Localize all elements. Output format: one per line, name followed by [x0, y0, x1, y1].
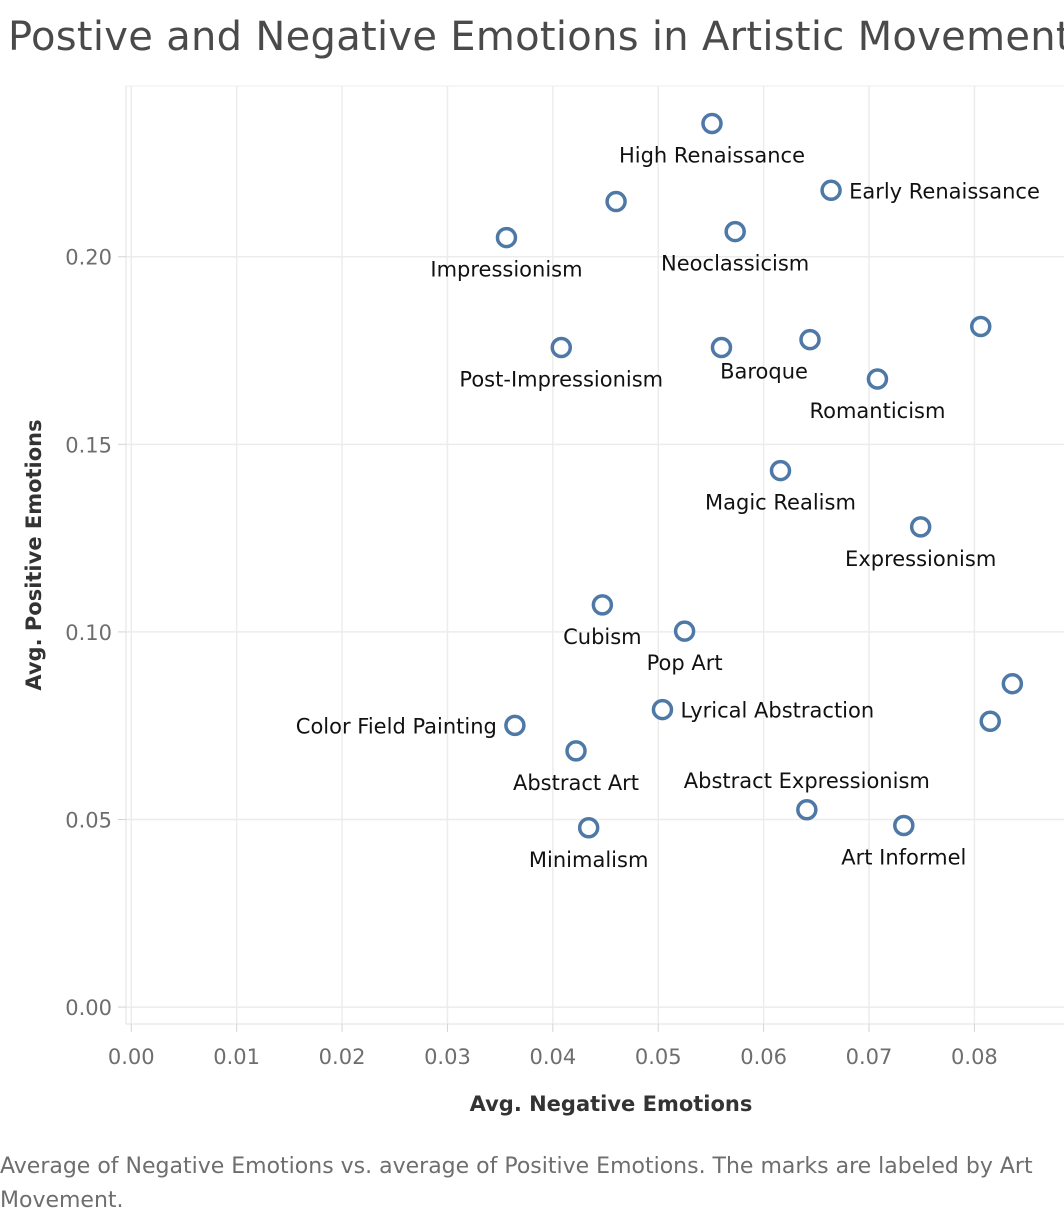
- data-point: [969, 315, 992, 338]
- axes: 0.00 0.01 0.02 0.03 0.04 0.05 0.06 0.07 0.08 0.00…: [65, 85, 1064, 1069]
- data-point: [866, 368, 889, 390]
- chart-title: Postive and Negative Emotions in Artisti…: [8, 14, 1064, 60]
- point-labels: High Renaissance Early Renaissance Neoclas…: [296, 144, 1040, 872]
- data-point: [550, 336, 573, 359]
- point-label: Early Renaissance: [849, 179, 1040, 203]
- y-axis-title: Avg. Positive Emotions: [22, 419, 46, 690]
- y-tick-label: 0.05: [65, 809, 112, 833]
- data-point: [651, 698, 674, 721]
- point-label: Baroque: [720, 360, 808, 384]
- data-point: [820, 179, 842, 202]
- x-tick-label: 0.08: [951, 1045, 998, 1069]
- point-label: Minimalism: [529, 848, 649, 872]
- data-point: [495, 226, 518, 249]
- data-points: [495, 112, 1024, 839]
- chart-caption: Average of Negative Emotions vs. average…: [0, 1154, 1033, 1213]
- data-point: [1001, 672, 1024, 695]
- point-label: Abstract Art: [513, 771, 639, 795]
- data-point: [701, 112, 723, 135]
- point-label: Abstract Expressionism: [684, 769, 930, 793]
- x-tick-label: 0.06: [740, 1045, 787, 1069]
- point-label: Color Field Painting: [296, 714, 497, 738]
- data-point: [769, 459, 792, 482]
- data-point: [799, 328, 821, 351]
- data-point: [724, 220, 746, 243]
- data-point: [673, 620, 696, 642]
- x-tick-label: 0.01: [213, 1045, 260, 1069]
- data-point: [504, 714, 526, 737]
- x-tick-label: 0.00: [108, 1045, 155, 1069]
- x-tick-label: 0.07: [846, 1045, 893, 1069]
- x-axis-title: Avg. Negative Emotions: [470, 1092, 753, 1116]
- data-point: [796, 799, 818, 821]
- data-point: [605, 190, 627, 213]
- point-label: Expressionism: [845, 547, 996, 571]
- data-point: [565, 740, 587, 762]
- scatter-plot: 0.00 0.01 0.02 0.03 0.04 0.05 0.06 0.07 0.08 0.00…: [22, 85, 1064, 1116]
- point-label: Lyrical Abstraction: [680, 699, 874, 723]
- point-label: High Renaissance: [619, 144, 805, 168]
- point-label: Magic Realism: [705, 491, 856, 515]
- y-tick-label: 0.00: [65, 996, 112, 1020]
- point-label: Art Informel: [841, 846, 966, 870]
- x-tick-label: 0.03: [424, 1045, 471, 1069]
- x-tick-label: 0.05: [635, 1045, 682, 1069]
- x-tick-label: 0.04: [529, 1045, 576, 1069]
- y-tick-label: 0.10: [65, 621, 112, 645]
- point-label: Romanticism: [809, 399, 945, 423]
- point-label: Cubism: [563, 625, 642, 649]
- point-label: Neoclassicism: [661, 252, 809, 276]
- y-tick-label: 0.15: [65, 433, 112, 457]
- data-point: [591, 594, 614, 616]
- data-point: [909, 516, 932, 538]
- data-point: [577, 817, 600, 839]
- y-tick-label: 0.20: [65, 246, 112, 270]
- x-tick-label: 0.02: [319, 1045, 366, 1069]
- data-point: [893, 814, 915, 837]
- data-point: [710, 336, 733, 359]
- point-label: Impressionism: [430, 258, 582, 282]
- point-label: Post-Impressionism: [459, 368, 663, 392]
- point-label: Pop Art: [647, 651, 723, 675]
- data-point: [979, 710, 1001, 732]
